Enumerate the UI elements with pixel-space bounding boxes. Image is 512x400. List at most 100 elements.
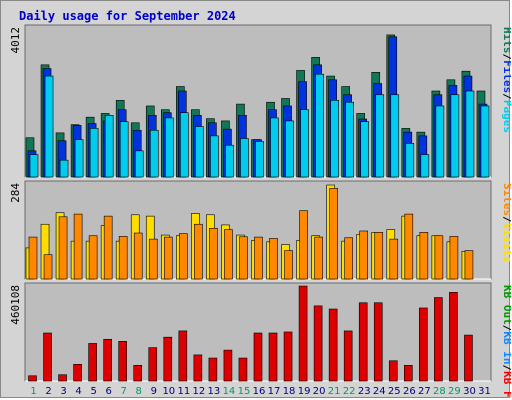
legend-separator: / bbox=[501, 365, 511, 372]
x-tick-label-day-10: 10 bbox=[162, 386, 175, 397]
bar-pages-day-29 bbox=[450, 94, 460, 178]
x-tick-label-day-4: 4 bbox=[75, 386, 81, 397]
x-tick-label-day-2: 2 bbox=[45, 386, 51, 397]
bar-kbf-day-13 bbox=[208, 357, 218, 382]
bar-sites-day-29 bbox=[449, 236, 459, 280]
x-tick-label-day-22: 22 bbox=[343, 386, 356, 397]
bar-pages-day-25 bbox=[390, 94, 400, 178]
bar-kbf-day-27 bbox=[419, 307, 428, 382]
bar-sites-day-22 bbox=[344, 237, 353, 280]
bar-pages-day-28 bbox=[435, 105, 445, 178]
bar-pages-day-9 bbox=[149, 129, 159, 178]
bar-kbf-day-1 bbox=[28, 375, 37, 382]
bar-pages-day-10 bbox=[164, 117, 174, 178]
legend-kb-f: KB F bbox=[501, 371, 511, 398]
bar-kbf-day-6 bbox=[103, 338, 112, 382]
bar-kbf-day-17 bbox=[268, 332, 278, 382]
bar-pages-day-16 bbox=[255, 141, 264, 178]
bar-sites-day-10 bbox=[163, 236, 173, 280]
bar-pages-day-27 bbox=[420, 154, 430, 178]
legend-pages: Pages bbox=[501, 100, 511, 133]
bar-sites-day-11 bbox=[179, 233, 188, 280]
x-tick-label-day-9: 9 bbox=[151, 386, 157, 397]
bar-pages-day-22 bbox=[345, 101, 354, 178]
x-tick-label-day-14: 14 bbox=[223, 386, 236, 397]
bar-sites-day-13 bbox=[209, 227, 218, 280]
y-max-label-panel-1: 284 bbox=[9, 183, 22, 203]
bar-sites-day-23 bbox=[359, 230, 369, 280]
bar-kbf-day-4 bbox=[73, 364, 82, 382]
bar-kbf-day-29 bbox=[449, 292, 458, 382]
x-tick-label-day-6: 6 bbox=[105, 386, 111, 397]
x-tick-label-day-21: 21 bbox=[328, 386, 341, 397]
bar-sites-day-18 bbox=[284, 250, 293, 280]
legend-visits: Visits bbox=[501, 223, 511, 263]
bar-kbf-day-3 bbox=[58, 374, 67, 382]
bar-kbf-day-5 bbox=[88, 343, 97, 382]
legend-separator: / bbox=[501, 54, 511, 61]
bar-kbf-day-12 bbox=[193, 354, 203, 382]
bar-sites-day-15 bbox=[239, 236, 248, 280]
bar-pages-day-31 bbox=[480, 105, 490, 178]
bar-pages-day-1 bbox=[29, 154, 39, 178]
y-max-label-panel-0: 4012 bbox=[9, 27, 22, 54]
bar-sites-day-17 bbox=[269, 238, 278, 280]
bar-sites-day-3 bbox=[58, 216, 68, 280]
legend-separator: / bbox=[501, 93, 511, 100]
bar-kbf-day-11 bbox=[178, 330, 188, 382]
bar-pages-day-12 bbox=[195, 126, 204, 178]
bar-sites-day-19 bbox=[299, 210, 308, 280]
bar-kbf-day-23 bbox=[358, 302, 368, 382]
x-tick-label-day-16: 16 bbox=[253, 386, 266, 397]
bar-sites-day-9 bbox=[148, 238, 158, 280]
bar-pages-day-7 bbox=[119, 121, 129, 178]
x-tick-label-day-27: 27 bbox=[418, 386, 431, 397]
bar-kbf-day-19 bbox=[298, 285, 308, 382]
bar-sites-day-5 bbox=[88, 235, 98, 280]
bar-kbf-day-25 bbox=[388, 360, 398, 382]
bar-sites-day-21 bbox=[329, 188, 338, 280]
bar-kbf-day-15 bbox=[238, 357, 248, 382]
bar-kbf-day-26 bbox=[404, 365, 413, 382]
bar-kbf-day-18 bbox=[283, 331, 293, 382]
bar-pages-day-23 bbox=[360, 121, 370, 178]
bar-kbf-day-20 bbox=[313, 305, 323, 382]
bar-kbf-day-21 bbox=[328, 308, 338, 382]
legend-kb-out: KB Out bbox=[501, 285, 511, 325]
x-tick-label-day-26: 26 bbox=[403, 386, 416, 397]
x-tick-label-day-23: 23 bbox=[358, 386, 371, 397]
x-tick-label-day-19: 19 bbox=[298, 386, 311, 397]
legend-sites: Sites bbox=[501, 183, 511, 216]
bar-kbf-day-30 bbox=[464, 334, 473, 382]
legend-kb-in: KB In bbox=[501, 331, 511, 364]
bar-pages-day-20 bbox=[315, 73, 324, 178]
x-tick-label-day-29: 29 bbox=[448, 386, 461, 397]
x-tick-label-day-28: 28 bbox=[433, 386, 446, 397]
bar-kbf-day-9 bbox=[148, 347, 158, 382]
x-tick-label-day-1: 1 bbox=[30, 386, 36, 397]
x-tick-label-day-20: 20 bbox=[313, 386, 326, 397]
bar-sites-day-26 bbox=[404, 213, 414, 280]
x-tick-label-day-30: 30 bbox=[463, 386, 476, 397]
bar-pages-day-21 bbox=[330, 100, 339, 178]
x-tick-label-day-17: 17 bbox=[268, 386, 281, 397]
bar-sites-day-8 bbox=[133, 232, 143, 280]
bar-sites-day-7 bbox=[118, 236, 128, 280]
bar-kbf-day-10 bbox=[163, 336, 173, 382]
bar-kbf-day-7 bbox=[118, 341, 127, 382]
x-tick-label-day-3: 3 bbox=[60, 386, 66, 397]
bar-pages-day-18 bbox=[285, 120, 294, 178]
bar-kbf-day-24 bbox=[373, 302, 383, 382]
x-tick-label-day-25: 25 bbox=[388, 386, 401, 397]
bar-sites-day-30 bbox=[464, 250, 474, 280]
bar-kbf-day-16 bbox=[253, 332, 263, 382]
legend-separator: / bbox=[501, 325, 511, 332]
bar-sites-day-25 bbox=[389, 238, 399, 280]
bar-pages-day-30 bbox=[465, 90, 475, 178]
bar-pages-day-11 bbox=[180, 112, 189, 178]
bar-pages-day-8 bbox=[134, 150, 144, 178]
bar-sites-day-28 bbox=[434, 235, 444, 280]
bar-pages-day-19 bbox=[300, 109, 309, 178]
